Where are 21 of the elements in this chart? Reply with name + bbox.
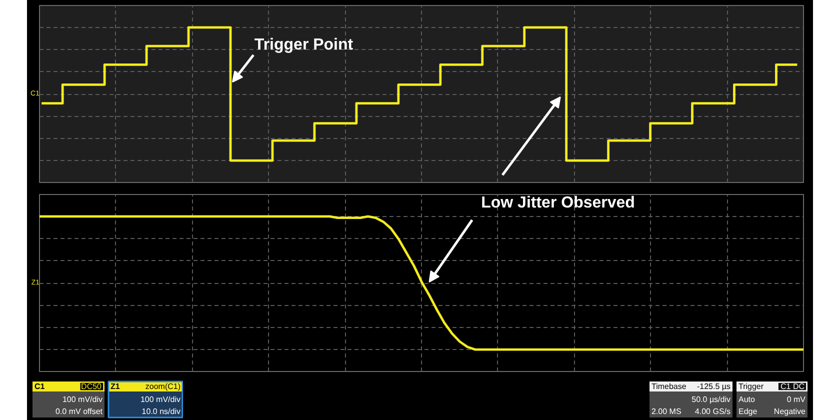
text: Negative [774, 407, 806, 416]
text: 0 mV [786, 395, 806, 404]
text: zoom(C1) [145, 382, 181, 391]
text: Edge [738, 407, 758, 416]
text: 100 mV/div [140, 395, 181, 404]
text: 4.00 GS/s [694, 407, 731, 416]
text: 10.0 ns/div [142, 407, 181, 416]
text: 0.0 mV offset [56, 407, 104, 416]
text: C1 DC [780, 382, 805, 391]
text: Trigger [738, 382, 764, 391]
text: Low Jitter Observed [481, 194, 635, 212]
text: Timebase [652, 382, 687, 391]
text: DC50 [81, 382, 102, 391]
text: Auto [738, 395, 756, 404]
annotation: Trigger Point [254, 36, 354, 54]
text: 2.00 MS [652, 407, 682, 416]
text: 100 mV/div [62, 395, 103, 404]
text: 50.0 µs/div [692, 395, 731, 404]
text: -125.5 µs [696, 382, 730, 391]
text: C1 [34, 382, 46, 391]
text: Z1 [110, 382, 120, 391]
